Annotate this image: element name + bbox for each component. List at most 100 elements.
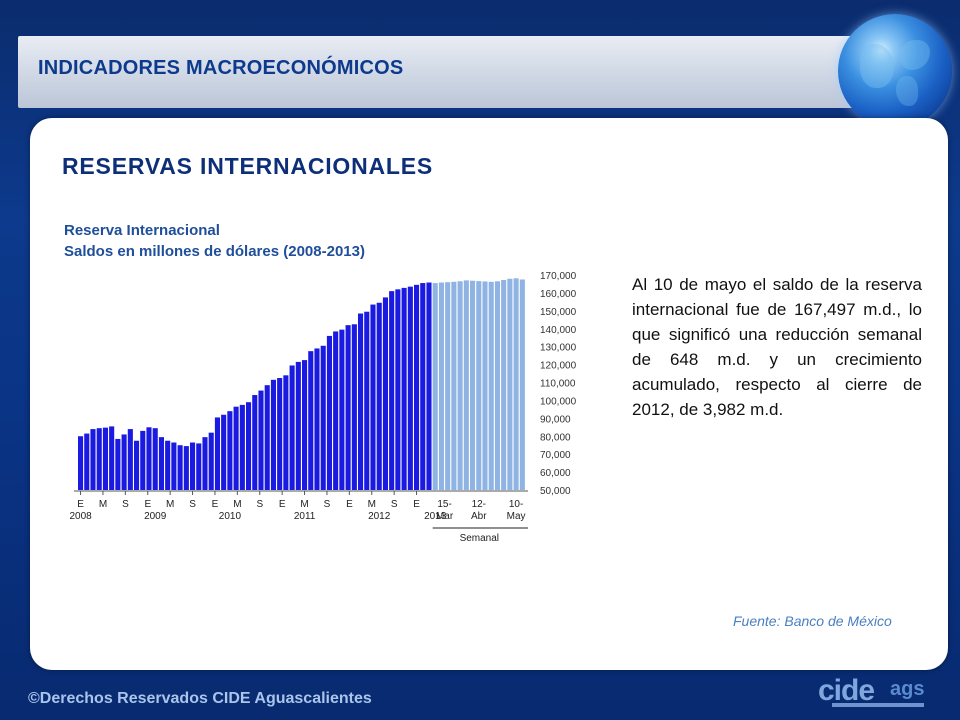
x-tick-label: E [77,499,84,510]
monthly-bar [258,390,264,490]
x-tick-label: M [300,499,308,510]
monthly-bar [177,445,183,490]
x-tick-label: E [279,499,286,510]
monthly-bar [221,414,227,490]
monthly-bar [407,286,413,490]
copyright-footer: ©Derechos Reservados CIDE Aguascalientes [28,690,372,707]
weekly-bar [488,281,494,490]
x-tick-label: E [212,499,219,510]
x-year-label: 2011 [294,511,316,522]
monthly-bar [84,433,90,490]
chart-subtitle: Saldos en millones de dólares (2008-2013… [64,243,365,260]
weekly-bar [438,282,444,490]
x-tick-label: S [256,499,263,510]
x-tick-label: May [507,511,526,522]
weekly-bar [513,278,519,490]
x-tick-label: 12- [472,499,486,510]
monthly-bar [326,335,332,490]
monthly-bar [252,395,258,490]
monthly-bar [426,282,432,490]
x-tick-label: S [324,499,331,510]
cide-logo: cide ags [818,670,938,714]
weekly-bar [507,278,513,490]
chart-title: Reserva Internacional [64,222,220,239]
y-tick-label: 60,000 [540,468,571,479]
x-tick-label: S [122,499,129,510]
y-tick-label: 120,000 [540,361,577,372]
x-tick-label: E [144,499,151,510]
y-tick-label: 80,000 [540,432,571,443]
globe-icon [838,14,952,128]
monthly-bar [202,437,208,490]
weekly-bar [451,281,457,490]
weekly-bar [501,280,507,490]
monthly-bar [333,331,339,490]
monthly-bar [96,428,102,490]
y-tick-label: 160,000 [540,289,577,300]
monthly-bar [289,365,295,490]
y-tick-label: 110,000 [540,379,576,390]
y-tick-label: 50,000 [540,486,571,497]
x-tick-label: 10- [509,499,523,510]
weekly-bar [482,281,488,490]
y-tick-label: 90,000 [540,414,571,425]
monthly-bar [395,289,401,490]
header-bar [18,36,878,108]
logo-sub-text: ags [890,678,925,700]
monthly-bar [158,437,164,490]
monthly-bar [358,313,364,490]
monthly-bar [339,329,345,490]
reserve-bar-chart: 170,000 160,000 150,000 140,000 130,000 120,0… [69,271,577,544]
weekly-bar [463,280,469,491]
monthly-bar [302,360,308,490]
monthly-bar [320,345,326,490]
monthly-bar [227,411,233,490]
monthly-bar [351,324,357,490]
x-tick-label: E [346,499,353,510]
x-tick-label: E [413,499,420,510]
monthly-bar [277,378,283,490]
source-note: Fuente: Banco de México [733,613,892,629]
monthly-bar [134,440,140,490]
x-tick-label: M [368,499,376,510]
x-year-label: 2013 [424,511,447,522]
y-tick-label: 130,000 [540,343,577,354]
monthly-bar [233,406,239,490]
x-year-label: 2010 [219,511,242,522]
description-text: Al 10 de mayo el saldo de la reserva int… [632,275,922,419]
weekly-bar [476,281,482,490]
x-tick-label: M [233,499,241,510]
monthly-bar [270,379,276,490]
monthly-bar [420,283,426,490]
y-tick-label: 70,000 [540,450,571,461]
monthly-bar [382,297,388,490]
x-tick-label: Abr [471,511,487,522]
monthly-bar [127,429,133,490]
monthly-bar [171,442,177,490]
monthly-bar [196,443,202,490]
weekly-bar [457,281,463,490]
weekly-bar [470,280,476,490]
monthly-bar [314,348,320,490]
x-tick-label: S [391,499,398,510]
monthly-bar [308,351,314,490]
x-tick-label: M [99,499,107,510]
monthly-bar [115,438,121,490]
monthly-bar [246,402,252,490]
monthly-bar [165,440,171,490]
x-year-label: 2012 [368,511,391,522]
monthly-bar [370,304,376,490]
monthly-bar [389,291,395,491]
monthly-bar [295,361,301,490]
monthly-bar [121,434,127,490]
monthly-bar [414,284,420,490]
monthly-bar [183,446,189,490]
monthly-bar [78,436,84,490]
monthly-bar [214,417,220,490]
x-tick-label: S [189,499,196,510]
page-title: INDICADORES MACROECONÓMICOS [38,57,404,79]
monthly-bar [140,430,146,491]
x-year-label: 2008 [69,511,92,522]
x-tick-label: M [166,499,174,510]
y-tick-label: 100,000 [540,396,577,407]
